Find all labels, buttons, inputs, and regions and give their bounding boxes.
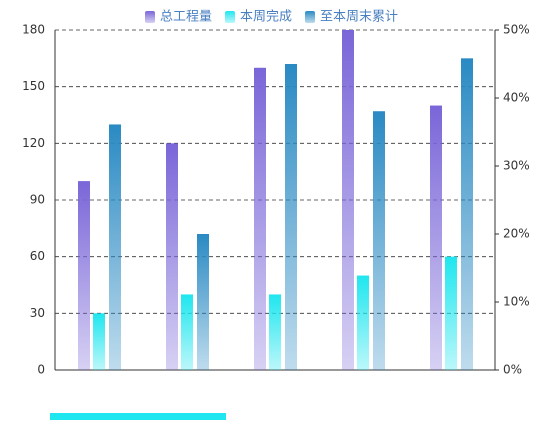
bar (197, 234, 209, 370)
legend-icon (305, 11, 315, 23)
y-tick-label: 0 (37, 363, 45, 377)
legend-text: 至本周末累计 (320, 10, 398, 25)
legend-icon (145, 11, 155, 23)
y2-tick-label: 40% (503, 91, 530, 105)
y2-tick-label: 20% (503, 227, 530, 241)
legend-text: 总工程量 (160, 10, 212, 25)
legend-icon (225, 11, 235, 23)
bar (342, 30, 354, 370)
y-tick-label: 90 (30, 193, 45, 207)
bar (109, 124, 121, 370)
bar (78, 181, 90, 370)
bar (166, 143, 178, 370)
bar (357, 275, 369, 370)
y-tick-label: 180 (22, 23, 45, 37)
bar (430, 105, 442, 371)
bar (181, 294, 193, 370)
y2-tick-label: 50% (503, 23, 530, 37)
y2-tick-label: 0% (503, 363, 522, 377)
y-tick-label: 120 (22, 136, 45, 150)
legend-text: 本周完成 (240, 10, 292, 25)
bar (93, 313, 105, 370)
y2-tick-label: 30% (503, 159, 530, 173)
y-tick-label: 150 (22, 79, 45, 93)
bar (373, 111, 385, 370)
bar (285, 64, 297, 370)
y-tick-label: 30 (30, 306, 45, 320)
y2-tick-label: 10% (503, 295, 530, 309)
bar (461, 58, 473, 370)
y-tick-label: 60 (30, 249, 45, 263)
scrollbar[interactable] (50, 413, 226, 420)
bar (254, 67, 266, 371)
bar (445, 256, 457, 370)
bar (269, 294, 281, 370)
